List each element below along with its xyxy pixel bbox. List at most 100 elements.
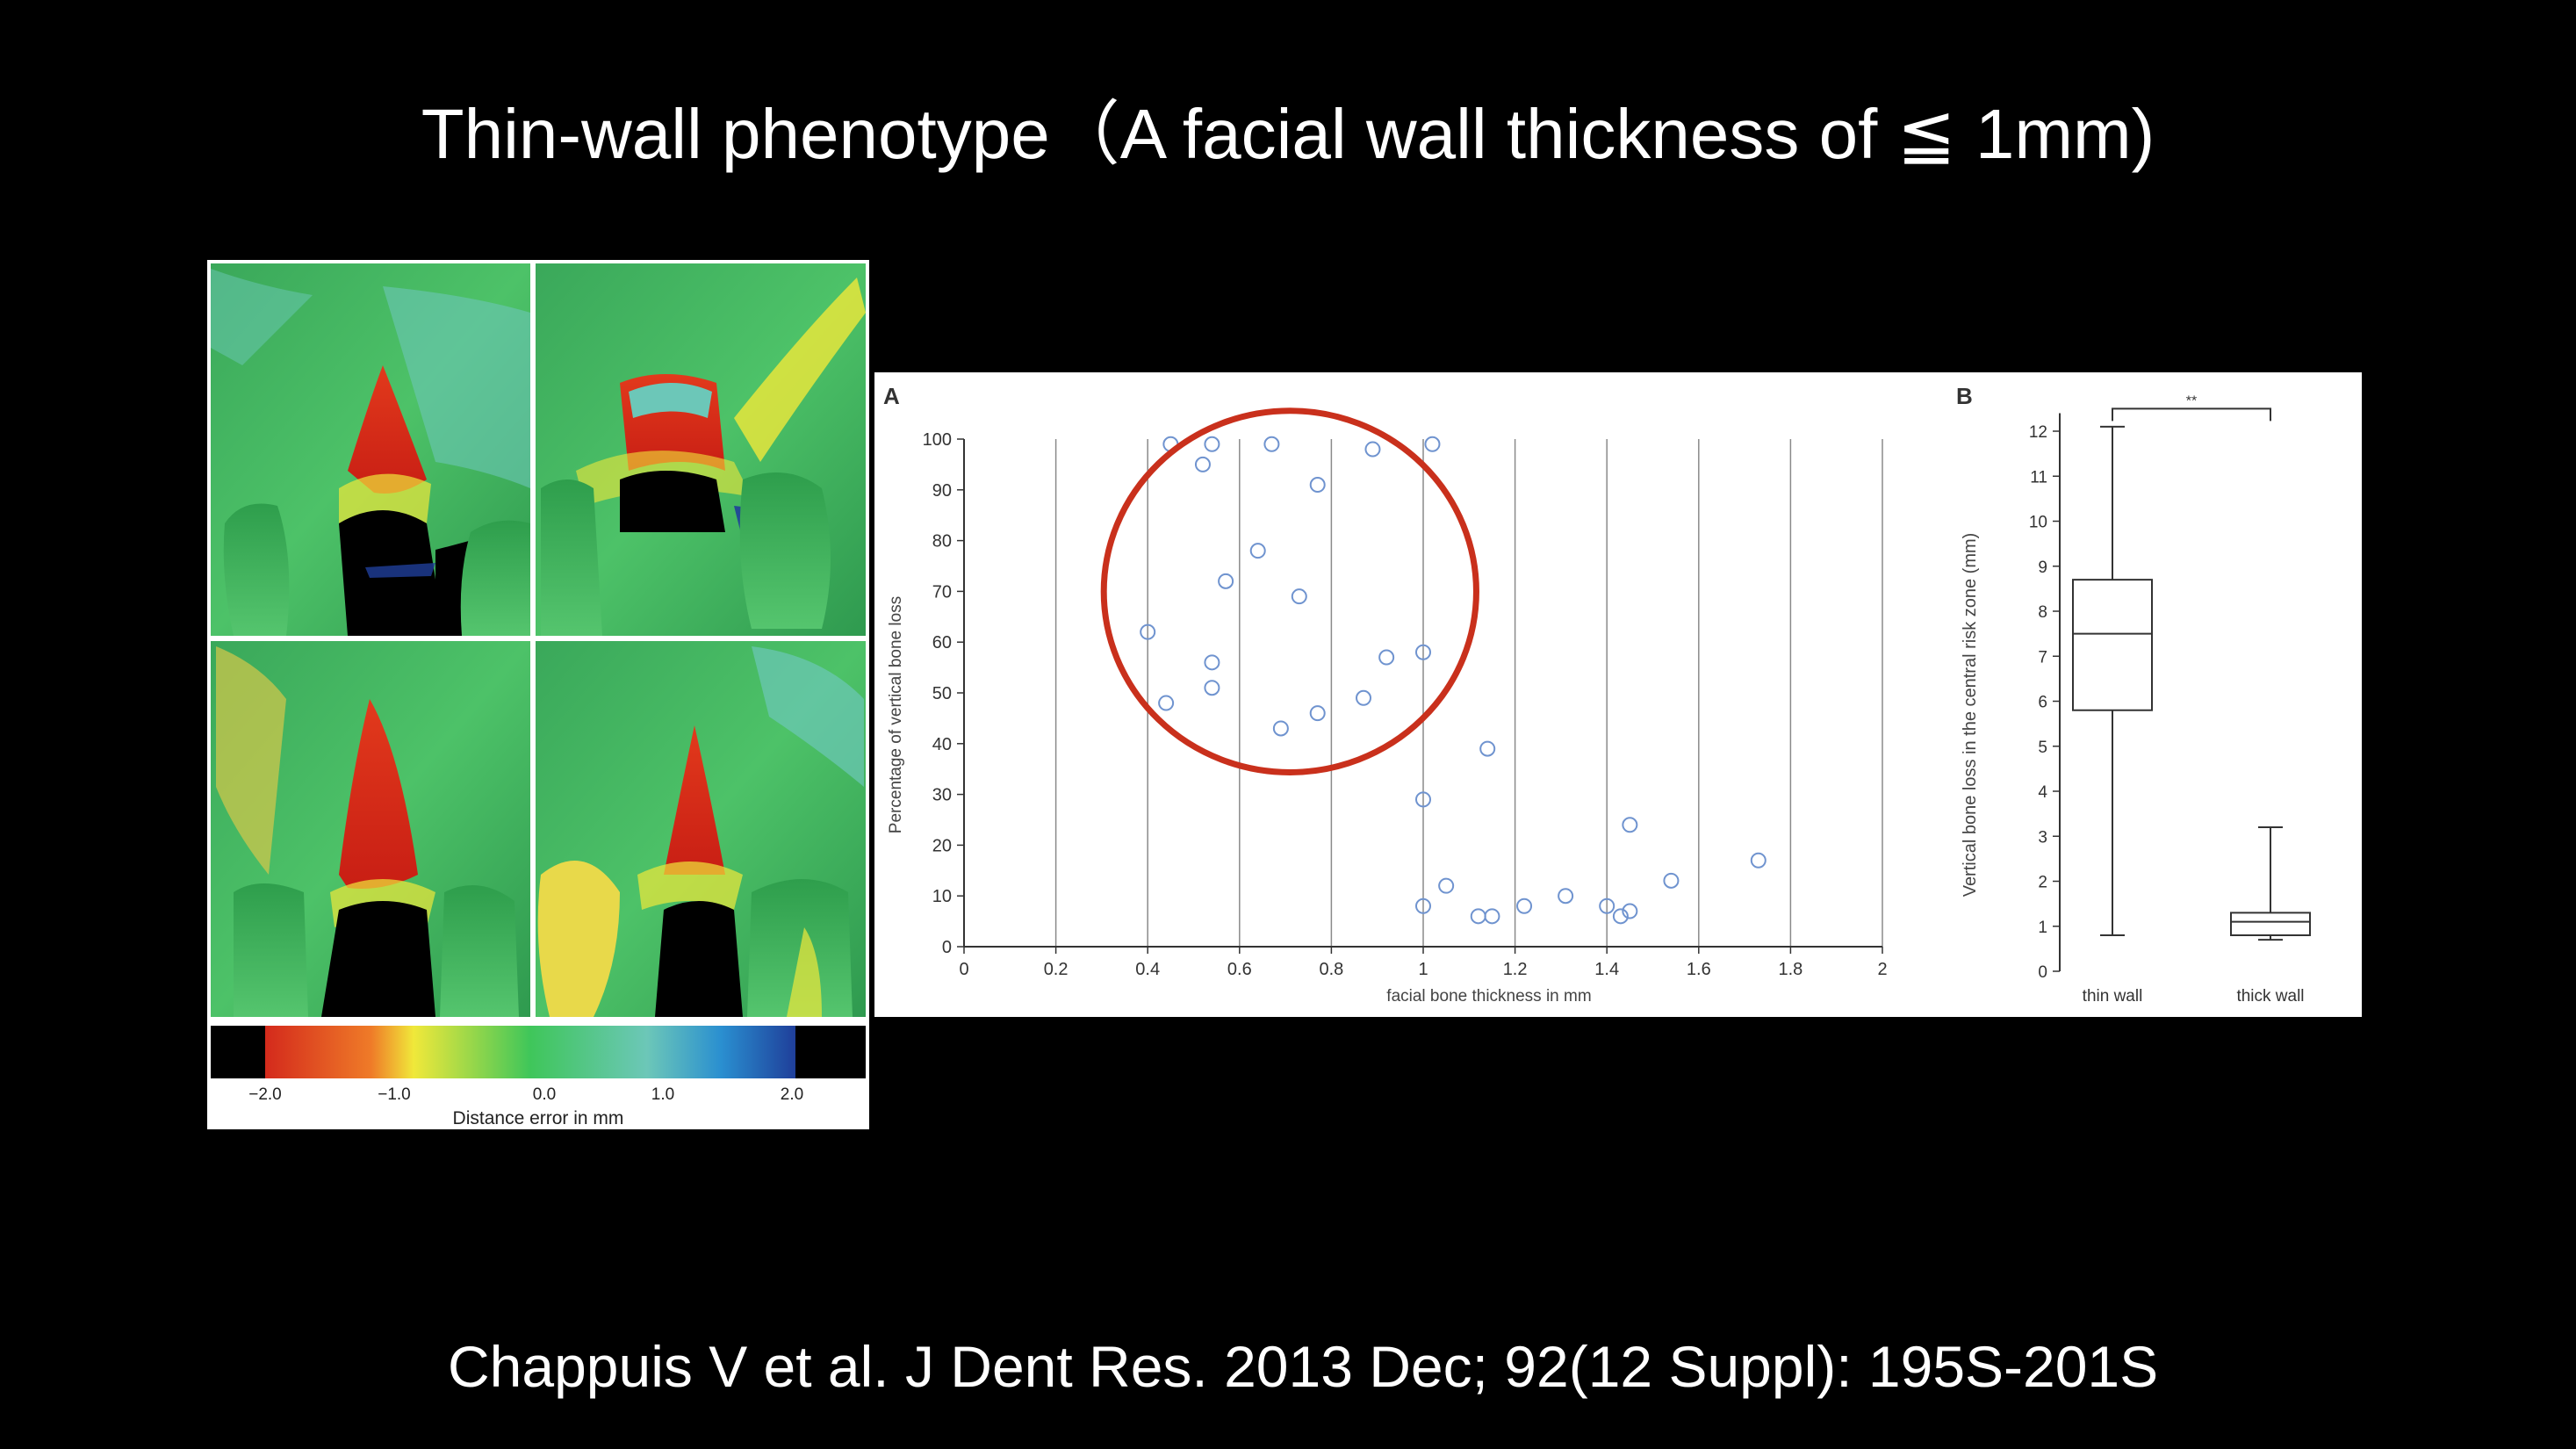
y-tick-label: 50 xyxy=(932,684,952,703)
boxplot-y-label: Vertical bone loss in the central risk z… xyxy=(1961,533,1980,898)
y-tick-label: 10 xyxy=(932,887,952,906)
chart-panel: A 0 10 20 30 40 50 60 70 80 90 100 0 0.2 0.4 0.6 0.8 1 1… xyxy=(874,372,2362,1017)
x-tick-label: 1.6 xyxy=(1687,960,1711,979)
colorbar-tick: 1.0 xyxy=(651,1085,674,1104)
significance-bracket: ** xyxy=(2112,393,2271,422)
y-tick-label: 11 xyxy=(2030,468,2047,487)
y-tick-label: 0 xyxy=(2038,963,2047,982)
y-tick-label: 12 xyxy=(2029,423,2047,442)
data-point xyxy=(1516,898,1533,914)
y-tick-label: 90 xyxy=(932,481,952,501)
data-point xyxy=(1438,877,1455,894)
y-tick-label: 7 xyxy=(2038,648,2047,667)
y-tick-label: 70 xyxy=(932,582,952,602)
color-map-figure: −2.0 −1.0 0.0 1.0 2.0 Distance error in … xyxy=(207,260,869,1129)
colorbar xyxy=(211,1026,866,1078)
data-point xyxy=(1272,720,1289,737)
data-point xyxy=(1218,573,1234,589)
scatter-points xyxy=(1140,436,1767,925)
colorbar-tick: −1.0 xyxy=(378,1085,411,1104)
y-tick-label: 20 xyxy=(932,836,952,855)
y-tick-label: 9 xyxy=(2038,559,2047,577)
data-point xyxy=(1424,436,1441,452)
y-tick-label: 60 xyxy=(932,633,952,652)
data-point xyxy=(1309,477,1326,494)
y-tick-label: 0 xyxy=(942,938,952,957)
data-point xyxy=(1484,908,1500,925)
y-tick-label: 10 xyxy=(2029,514,2047,532)
scatter-grid xyxy=(1054,439,1883,947)
y-tick-label: 1 xyxy=(2038,919,2047,937)
significance-label: ** xyxy=(2186,393,2197,408)
x-tick-label: 1.4 xyxy=(1594,960,1619,979)
boxplot-axes xyxy=(2053,413,2061,972)
colorbar-tick: 2.0 xyxy=(781,1085,803,1104)
thin-wall-highlight-ellipse xyxy=(1100,407,1479,775)
data-point xyxy=(1194,456,1211,472)
data-point xyxy=(1558,888,1574,905)
x-tick-label: 1.8 xyxy=(1778,960,1802,979)
data-point xyxy=(1204,436,1220,452)
data-point xyxy=(1415,898,1431,914)
y-tick-label: 3 xyxy=(2038,828,2047,847)
data-point xyxy=(1204,654,1220,671)
data-point xyxy=(1415,644,1431,660)
data-point xyxy=(1140,624,1156,640)
data-point xyxy=(1622,817,1638,833)
scatter-y-label: Percentage of vertical bone loss xyxy=(887,596,905,833)
x-tick-label: 0.4 xyxy=(1135,960,1160,979)
data-point xyxy=(1663,872,1680,889)
colorbar-label: Distance error in mm xyxy=(453,1108,624,1128)
x-tick-label: 0.8 xyxy=(1319,960,1343,979)
x-tick-label: 0 xyxy=(959,960,968,979)
panel-label-a: A xyxy=(883,383,900,409)
y-tick-label: 80 xyxy=(932,532,952,551)
data-point xyxy=(1479,740,1496,757)
bracket xyxy=(2112,407,2271,422)
data-point xyxy=(1291,588,1307,605)
data-point xyxy=(1470,908,1486,925)
data-point xyxy=(1415,791,1431,808)
data-point xyxy=(1750,852,1767,869)
colorbar-ticks: −2.0 −1.0 0.0 1.0 2.0 xyxy=(248,1085,803,1104)
box xyxy=(2230,912,2311,936)
data-point xyxy=(1356,689,1372,706)
category-label: thin wall xyxy=(2083,987,2143,1006)
color-map-image xyxy=(536,263,866,636)
y-tick-label: 2 xyxy=(2038,874,2047,892)
scatter-x-label: facial bone thickness in mm xyxy=(1386,987,1591,1006)
y-tick-label: 30 xyxy=(932,786,952,805)
colorbar-tick: −2.0 xyxy=(248,1085,282,1104)
data-point xyxy=(1263,436,1280,452)
x-tick-label: 1.2 xyxy=(1503,960,1528,979)
boxplot-x-ticks: thin wall thick wall xyxy=(2083,987,2305,1006)
data-point xyxy=(1249,543,1266,559)
data-point xyxy=(1378,649,1395,666)
y-tick-label: 6 xyxy=(2038,694,2047,712)
box xyxy=(2072,579,2153,711)
category-label: thick wall xyxy=(2236,987,2304,1006)
color-map-image xyxy=(536,641,866,1017)
x-tick-label: 2 xyxy=(1877,960,1887,979)
y-tick-label: 8 xyxy=(2038,603,2047,622)
y-tick-label: 5 xyxy=(2038,739,2047,757)
panel-label-b: B xyxy=(1956,383,1973,409)
x-tick-label: 0.2 xyxy=(1044,960,1069,979)
color-map-image xyxy=(211,263,530,636)
colorbar-tick: 0.0 xyxy=(533,1085,556,1104)
x-tick-label: 1 xyxy=(1418,960,1428,979)
data-point xyxy=(1612,908,1629,925)
slide-title: Thin-wall phenotype（A facial wall thickn… xyxy=(421,95,2155,173)
x-tick-label: 0.6 xyxy=(1227,960,1252,979)
color-map-image xyxy=(211,641,530,1017)
y-tick-label: 40 xyxy=(932,735,952,754)
scatter-axes xyxy=(957,438,1883,954)
citation: Chappuis V et al. J Dent Res. 2013 Dec; … xyxy=(448,1334,2159,1399)
scatter-y-ticks: 0 10 20 30 40 50 60 70 80 90 100 xyxy=(923,430,952,957)
data-point xyxy=(1158,695,1175,711)
highlight-ellipse xyxy=(1100,407,1479,775)
data-point xyxy=(1622,903,1638,919)
data-point xyxy=(1599,898,1615,914)
scatter-x-ticks: 0 0.2 0.4 0.6 0.8 1 1.2 1.4 1.6 1.8 2 xyxy=(959,960,1887,979)
